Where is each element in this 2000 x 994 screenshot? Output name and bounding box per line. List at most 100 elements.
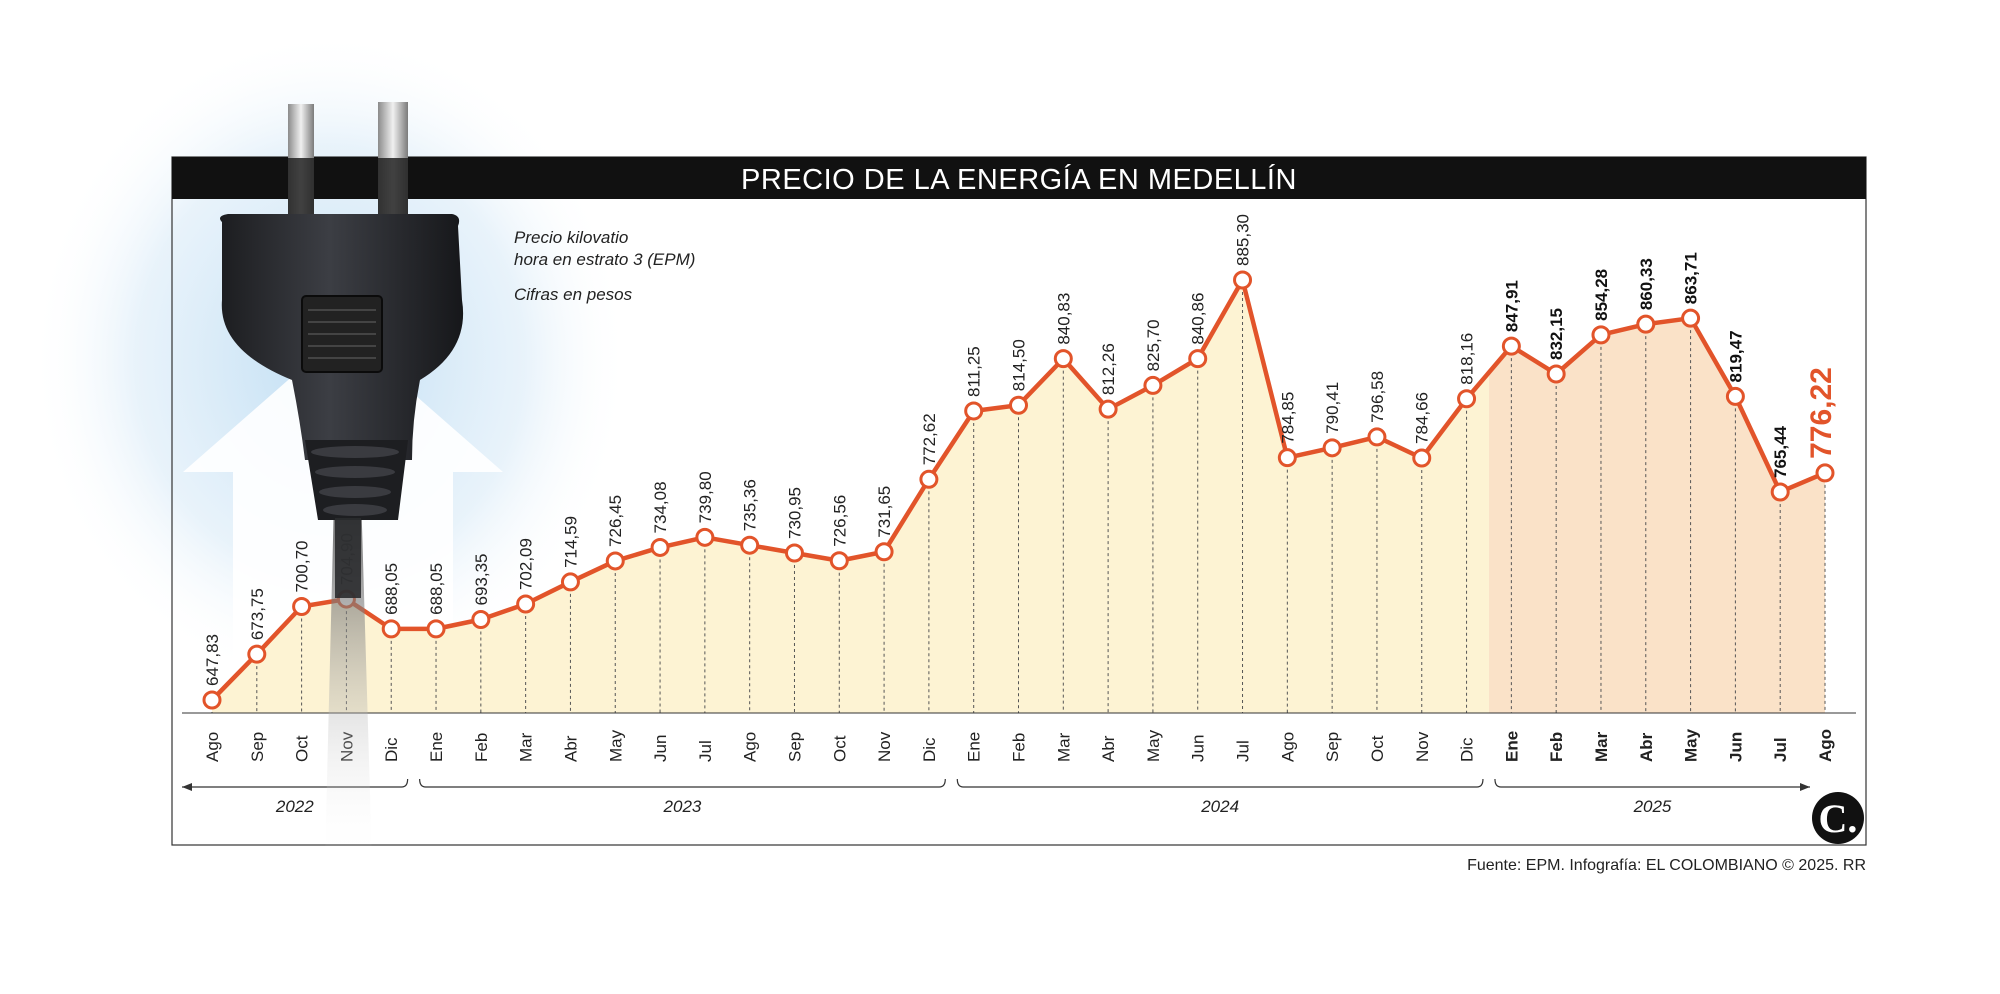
data-point bbox=[1591, 325, 1611, 345]
value-label: 825,70 bbox=[1144, 319, 1163, 371]
month-label: Sep bbox=[1323, 732, 1342, 762]
month-label: Oct bbox=[293, 735, 312, 762]
data-point bbox=[1188, 349, 1208, 369]
month-label: Nov bbox=[1413, 731, 1432, 762]
point-layer bbox=[202, 270, 1835, 710]
value-label: 784,85 bbox=[1278, 392, 1297, 444]
data-point bbox=[516, 594, 536, 614]
data-point bbox=[1053, 349, 1073, 369]
value-label: 772,62 bbox=[920, 413, 939, 465]
data-point bbox=[471, 609, 491, 629]
year-label: 2024 bbox=[1200, 797, 1239, 816]
year-span: 2024 bbox=[956, 778, 1484, 816]
plug-prong-right-tip bbox=[378, 158, 408, 224]
chart-title: PRECIO DE LA ENERGÍA EN MEDELLÍN bbox=[741, 163, 1297, 196]
year-span: 2025 bbox=[1494, 778, 1810, 816]
data-point bbox=[1725, 386, 1745, 406]
month-label: Feb bbox=[472, 733, 491, 762]
month-label: Ago bbox=[1816, 729, 1835, 762]
month-label: Jun bbox=[1726, 732, 1745, 762]
data-point bbox=[1233, 270, 1253, 290]
value-label: 832,15 bbox=[1547, 308, 1566, 360]
data-point bbox=[919, 469, 939, 489]
month-label: Feb bbox=[1547, 732, 1566, 762]
month-label: May bbox=[1682, 728, 1701, 762]
year-label: 2023 bbox=[663, 797, 702, 816]
value-label: 840,83 bbox=[1054, 293, 1073, 345]
value-label: 647,83 bbox=[203, 634, 222, 686]
area-fill-highlight bbox=[1488, 318, 1825, 713]
month-label: Ene bbox=[965, 732, 984, 762]
value-label: 847,91 bbox=[1502, 280, 1521, 332]
logo-letter: C. bbox=[1819, 796, 1858, 841]
plug-cable-top bbox=[335, 518, 361, 598]
units-note: Cifras en pesos bbox=[514, 285, 633, 304]
data-point bbox=[1009, 395, 1028, 415]
year-bracket bbox=[419, 778, 946, 788]
data-point bbox=[1546, 364, 1566, 384]
value-label: 796,58 bbox=[1368, 371, 1387, 423]
title-bar bbox=[172, 157, 1866, 199]
data-point bbox=[964, 401, 984, 421]
year-span: 2023 bbox=[419, 778, 946, 816]
value-label: 730,95 bbox=[785, 487, 804, 539]
month-label: Mar bbox=[1592, 731, 1611, 762]
data-point bbox=[1098, 399, 1118, 419]
data-point bbox=[829, 551, 849, 571]
value-label: 784,66 bbox=[1413, 392, 1432, 444]
data-point bbox=[1681, 308, 1701, 328]
logo-circle bbox=[1812, 792, 1864, 844]
month-label: Jun bbox=[1189, 735, 1208, 762]
plug-illustration bbox=[220, 102, 464, 860]
value-label: 812,26 bbox=[1099, 343, 1118, 395]
el-colombiano-logo: C. bbox=[1812, 792, 1864, 844]
value-label: 735,36 bbox=[741, 479, 760, 531]
value-label: 673,75 bbox=[248, 588, 267, 640]
value-label: 726,45 bbox=[606, 495, 625, 547]
year-span: 2022 bbox=[182, 778, 409, 816]
plug-prong-left-tip bbox=[288, 158, 314, 224]
month-label: Jul bbox=[1771, 737, 1790, 762]
subtitle-line-1: Precio kilovatio bbox=[514, 228, 628, 247]
data-point bbox=[1636, 314, 1656, 334]
month-label: Feb bbox=[1010, 733, 1029, 762]
month-label: Dic bbox=[1458, 737, 1477, 762]
month-label: Jul bbox=[696, 740, 715, 762]
year-arrow-right-icon bbox=[1800, 783, 1810, 791]
data-point bbox=[202, 690, 222, 710]
month-label: Sep bbox=[248, 732, 267, 762]
data-point bbox=[1143, 375, 1163, 395]
value-label: 726,56 bbox=[830, 495, 849, 547]
value-label: 731,65 bbox=[875, 486, 894, 538]
value-label: 790,41 bbox=[1323, 382, 1342, 434]
data-point bbox=[874, 542, 894, 562]
dropline-layer bbox=[211, 280, 1826, 713]
plug-neck-ridges bbox=[311, 446, 399, 516]
value-label: 700,70 bbox=[293, 540, 312, 592]
data-point bbox=[1501, 336, 1521, 356]
value-label-layer: 647,83673,75700,70704,90688,05688,05693,… bbox=[203, 214, 1838, 686]
value-label: 863,71 bbox=[1682, 252, 1701, 304]
month-label: Ago bbox=[1278, 732, 1297, 762]
value-label: 739,80 bbox=[696, 471, 715, 523]
subtitle-line-2: hora en estrato 3 (EPM) bbox=[514, 250, 695, 269]
data-point bbox=[1770, 482, 1790, 502]
value-label: 688,05 bbox=[427, 563, 446, 615]
year-axis-layer: 2022 2023 2024 2025 bbox=[182, 778, 1810, 816]
month-label: Dic bbox=[382, 737, 401, 762]
data-point bbox=[740, 535, 760, 555]
data-point bbox=[1367, 427, 1387, 447]
data-point bbox=[381, 619, 401, 639]
value-label: 814,50 bbox=[1010, 339, 1029, 391]
value-label: 819,47 bbox=[1726, 330, 1745, 382]
value-label: 688,05 bbox=[382, 563, 401, 615]
month-label: Sep bbox=[785, 732, 804, 762]
month-label: May bbox=[1144, 729, 1163, 762]
month-label: Ene bbox=[427, 732, 446, 762]
month-label: Oct bbox=[830, 735, 849, 762]
value-label: 702,09 bbox=[517, 538, 536, 590]
plug-grip-lines bbox=[308, 309, 376, 359]
value-label: 714,59 bbox=[561, 516, 580, 568]
data-point bbox=[605, 551, 625, 571]
value-label: 860,33 bbox=[1637, 258, 1656, 310]
